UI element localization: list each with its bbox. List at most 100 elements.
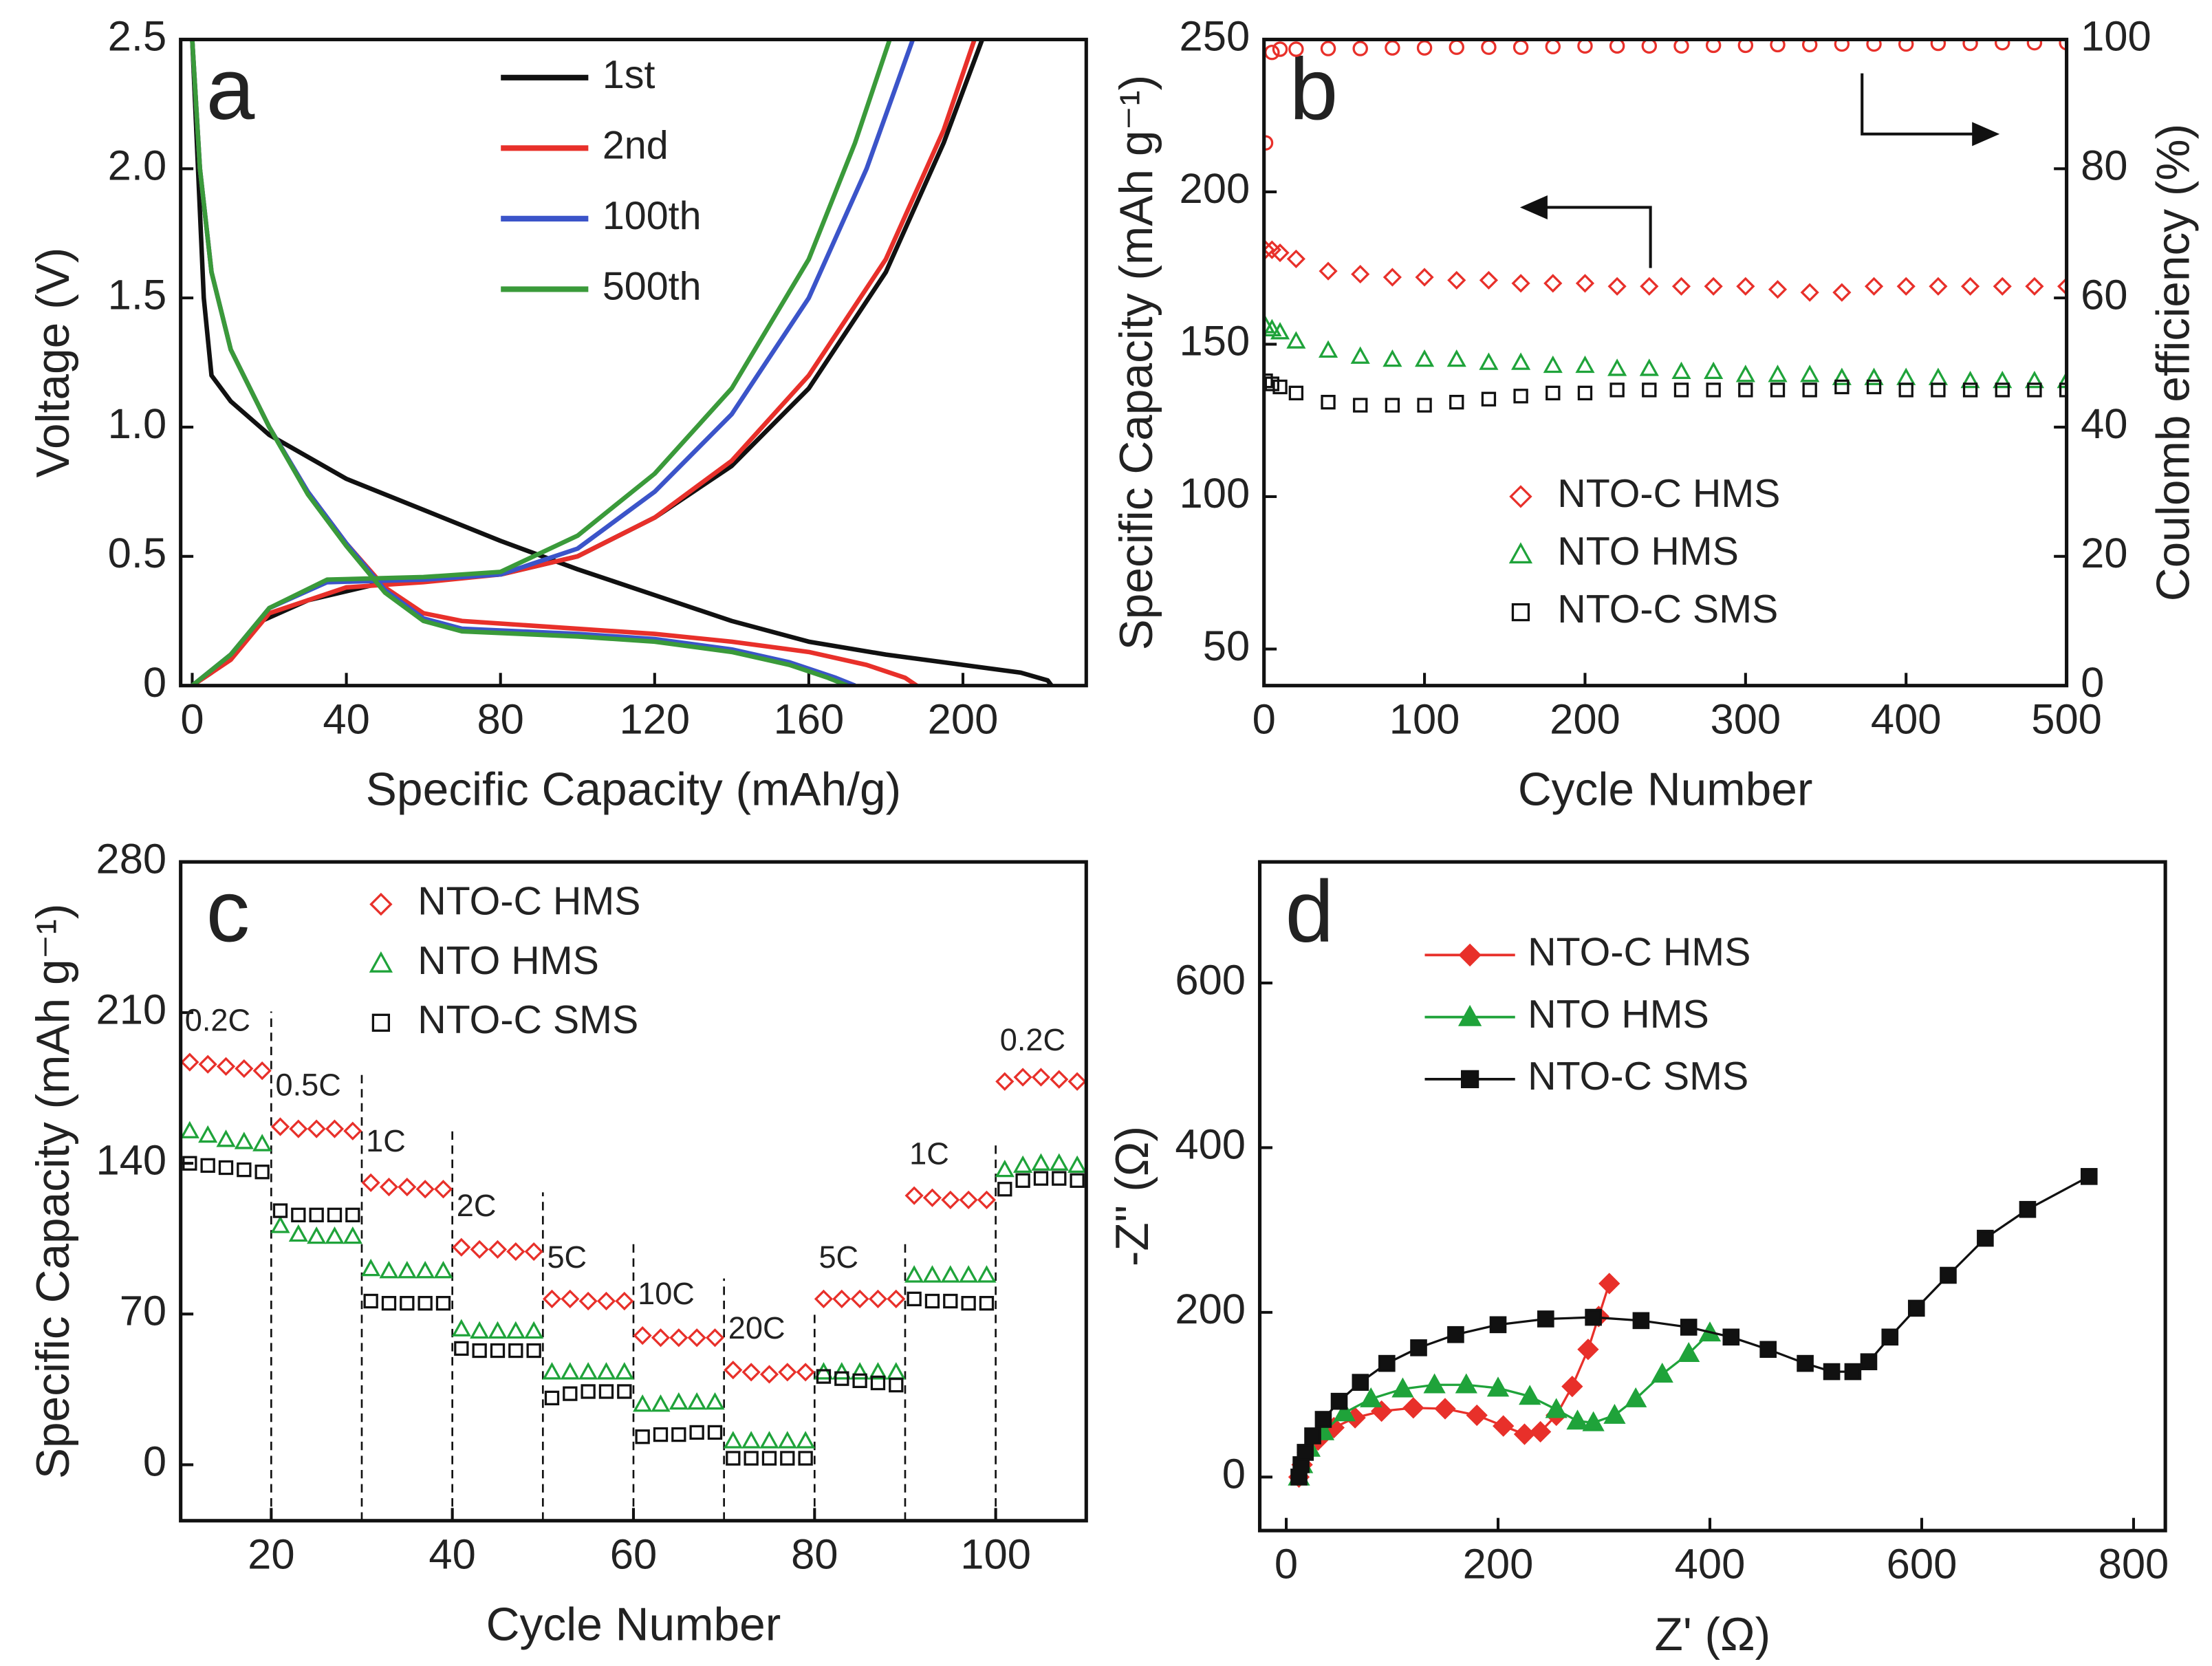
marker bbox=[1642, 382, 1657, 398]
marker bbox=[415, 1180, 435, 1199]
marker bbox=[400, 1295, 415, 1311]
marker bbox=[270, 1117, 290, 1136]
marker bbox=[237, 1162, 252, 1178]
marker bbox=[924, 1293, 940, 1309]
x-tick-label: 400 bbox=[1871, 695, 1942, 743]
marker bbox=[705, 1392, 725, 1410]
marker bbox=[379, 1261, 399, 1279]
marker bbox=[633, 1326, 652, 1345]
marker bbox=[1834, 379, 1850, 395]
marker bbox=[182, 1156, 197, 1171]
plot-area bbox=[180, 1052, 1087, 1466]
x-tick-label: 160 bbox=[774, 695, 845, 743]
marker bbox=[1537, 1310, 1554, 1328]
marker bbox=[940, 1265, 960, 1283]
marker bbox=[325, 1226, 345, 1244]
marker bbox=[868, 1362, 888, 1380]
rate-label: 1C bbox=[366, 1123, 406, 1158]
marker bbox=[361, 1173, 380, 1192]
rate-label: 5C bbox=[547, 1240, 587, 1275]
marker bbox=[1738, 382, 1753, 398]
marker bbox=[1545, 39, 1561, 54]
marker bbox=[1512, 39, 1529, 55]
marker bbox=[1015, 1173, 1030, 1188]
marker bbox=[907, 1291, 922, 1307]
y-tick-label: 400 bbox=[1175, 1121, 1246, 1169]
marker bbox=[1940, 1266, 1957, 1284]
marker bbox=[1466, 1404, 1488, 1427]
marker bbox=[889, 1377, 904, 1393]
marker bbox=[488, 1240, 508, 1259]
marker bbox=[705, 1328, 725, 1348]
legend-label: NTO-C SMS bbox=[1528, 1054, 1748, 1099]
rate-label: 0.5C bbox=[275, 1068, 340, 1103]
x-tick-label: 60 bbox=[610, 1530, 657, 1578]
marker bbox=[544, 1390, 560, 1406]
y-tick-label: 210 bbox=[96, 986, 167, 1033]
marker bbox=[796, 1431, 816, 1449]
plot-area bbox=[1288, 1168, 2098, 1488]
x-tick-label: 400 bbox=[1675, 1541, 1746, 1588]
marker bbox=[723, 1431, 743, 1449]
marker bbox=[777, 1431, 797, 1449]
marker bbox=[1415, 349, 1435, 367]
marker bbox=[922, 1188, 942, 1207]
marker bbox=[1598, 1273, 1620, 1295]
marker bbox=[979, 1295, 995, 1311]
marker bbox=[904, 1265, 924, 1283]
marker bbox=[1898, 382, 1913, 398]
marker bbox=[1288, 385, 1304, 401]
marker bbox=[526, 1343, 541, 1359]
marker bbox=[1566, 1409, 1589, 1430]
y2-tick-label: 60 bbox=[2081, 271, 2127, 318]
y2-tick-label: 20 bbox=[2081, 530, 2127, 577]
marker bbox=[1458, 943, 1482, 967]
marker bbox=[850, 1289, 869, 1308]
marker bbox=[1415, 268, 1434, 287]
marker bbox=[435, 1295, 451, 1311]
marker bbox=[868, 1289, 888, 1308]
marker bbox=[1314, 1411, 1332, 1428]
marker bbox=[941, 1190, 960, 1210]
marker bbox=[1768, 280, 1788, 299]
marker bbox=[1639, 358, 1659, 376]
marker bbox=[651, 1394, 671, 1412]
marker bbox=[2024, 370, 2044, 389]
marker bbox=[1896, 277, 1916, 296]
arrow-head bbox=[1972, 122, 2000, 147]
marker bbox=[778, 1363, 797, 1382]
marker bbox=[1052, 1171, 1067, 1186]
rate-label: 0.2C bbox=[1000, 1022, 1065, 1057]
marker bbox=[561, 1289, 580, 1308]
marker bbox=[433, 1180, 453, 1199]
marker bbox=[922, 1265, 942, 1283]
marker bbox=[1423, 1373, 1446, 1394]
marker bbox=[1960, 277, 1980, 296]
marker bbox=[744, 1451, 759, 1466]
x-tick-label: 600 bbox=[1887, 1541, 1958, 1588]
marker bbox=[1575, 274, 1595, 293]
marker bbox=[669, 1328, 688, 1348]
marker bbox=[1860, 1353, 1878, 1371]
marker bbox=[216, 1129, 236, 1147]
marker bbox=[759, 1365, 779, 1384]
marker bbox=[361, 1258, 381, 1277]
marker bbox=[1304, 1427, 1321, 1445]
marker bbox=[1286, 249, 1305, 269]
marker bbox=[1033, 1171, 1049, 1186]
marker bbox=[1513, 389, 1528, 404]
y-tick-label: 250 bbox=[1180, 13, 1250, 61]
marker bbox=[1447, 270, 1466, 290]
y-tick-label: 0.5 bbox=[108, 530, 167, 577]
marker bbox=[2057, 370, 2067, 389]
marker bbox=[1410, 1339, 1427, 1356]
y-tick-label: 140 bbox=[96, 1136, 167, 1184]
marker bbox=[1382, 349, 1402, 367]
marker bbox=[1519, 1385, 1541, 1405]
marker bbox=[1995, 382, 2010, 398]
marker bbox=[325, 1119, 345, 1138]
marker bbox=[977, 1265, 997, 1283]
marker bbox=[252, 1061, 272, 1081]
arrow-head bbox=[1519, 195, 1548, 219]
marker bbox=[1270, 243, 1290, 263]
